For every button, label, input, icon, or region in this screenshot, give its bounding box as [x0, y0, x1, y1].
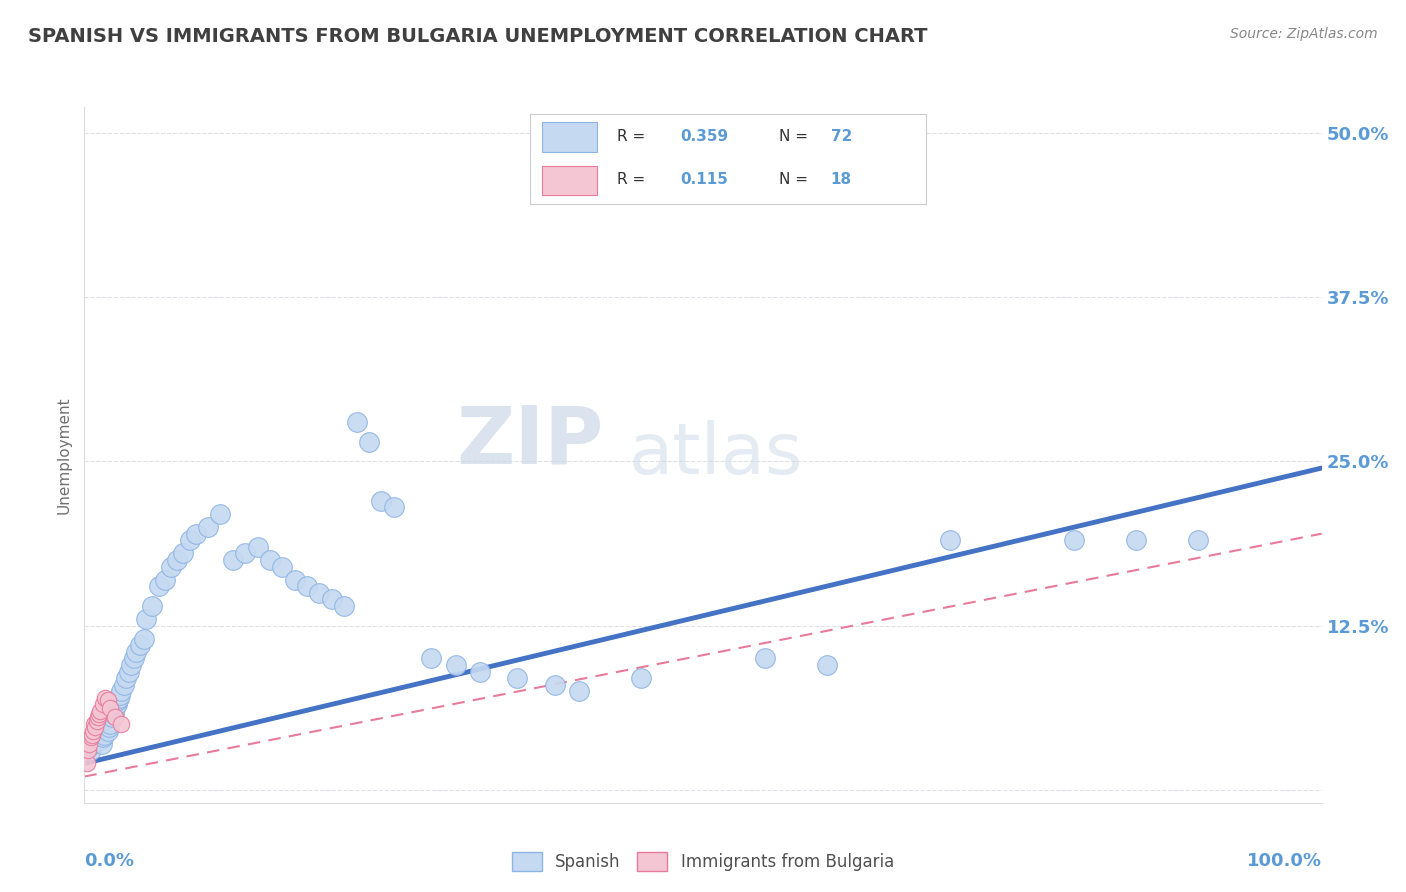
Point [79, 743, 101, 757]
Point [160, 559, 183, 574]
Point [419, 651, 441, 665]
Point [259, 553, 281, 567]
Point [1063, 533, 1085, 548]
Point [89, 732, 111, 747]
Point [79, 730, 101, 744]
Text: Source: ZipAtlas.com: Source: ZipAtlas.com [1230, 27, 1378, 41]
Point [108, 690, 131, 705]
Point [346, 415, 368, 429]
Point [104, 701, 127, 715]
Point [98, 701, 121, 715]
Point [125, 645, 148, 659]
Point [179, 533, 201, 548]
Point [295, 579, 318, 593]
Point [246, 540, 269, 554]
Point [87, 723, 110, 738]
Point [370, 494, 392, 508]
Point [197, 520, 219, 534]
Point [630, 671, 652, 685]
Point [96, 717, 118, 731]
Legend: Spanish, Immigrants from Bulgaria: Spanish, Immigrants from Bulgaria [505, 846, 901, 878]
Point [79, 737, 101, 751]
Point [357, 434, 380, 449]
Point [97, 723, 120, 738]
Point [284, 573, 307, 587]
Point [83, 730, 105, 744]
Point [94, 690, 117, 705]
Point [166, 553, 188, 567]
Point [233, 546, 256, 560]
Point [110, 717, 132, 731]
Point [87, 710, 110, 724]
Point [84, 720, 107, 734]
Point [135, 612, 157, 626]
Point [271, 559, 294, 574]
Point [184, 526, 207, 541]
Text: atlas: atlas [628, 420, 803, 490]
Point [692, 166, 714, 180]
Point [118, 665, 141, 679]
Point [76, 756, 98, 771]
Point [98, 720, 121, 734]
Point [93, 727, 115, 741]
Point [939, 533, 962, 548]
Point [1187, 533, 1209, 548]
Text: 100.0%: 100.0% [1247, 852, 1322, 870]
Point [470, 665, 492, 679]
Point [91, 730, 114, 744]
Point [86, 727, 108, 741]
Point [382, 500, 405, 515]
Point [89, 730, 111, 744]
Point [89, 706, 111, 721]
Point [105, 698, 128, 712]
Point [308, 586, 330, 600]
Point [82, 723, 104, 738]
Point [98, 717, 121, 731]
Point [97, 693, 120, 707]
Point [83, 717, 105, 731]
Point [444, 657, 467, 672]
Point [91, 698, 114, 712]
Text: SPANISH VS IMMIGRANTS FROM BULGARIA UNEMPLOYMENT CORRELATION CHART: SPANISH VS IMMIGRANTS FROM BULGARIA UNEM… [28, 27, 928, 45]
Point [129, 638, 152, 652]
Point [141, 599, 163, 613]
Point [80, 727, 103, 741]
Point [815, 657, 838, 672]
Point [110, 688, 132, 702]
Point [82, 737, 104, 751]
Point [103, 706, 125, 721]
Point [333, 599, 356, 613]
Point [104, 710, 127, 724]
Point [122, 651, 145, 665]
Point [115, 671, 138, 685]
Point [1125, 533, 1147, 548]
Point [86, 714, 108, 729]
Point [148, 579, 170, 593]
Point [172, 546, 194, 560]
Point [101, 704, 124, 718]
Y-axis label: Unemployment: Unemployment [56, 396, 72, 514]
Text: ZIP: ZIP [457, 402, 605, 480]
Point [89, 704, 111, 718]
Point [100, 710, 122, 724]
Point [110, 684, 132, 698]
Point [77, 743, 100, 757]
Point [94, 720, 117, 734]
Text: 0.0%: 0.0% [84, 852, 135, 870]
Point [153, 573, 176, 587]
Point [107, 693, 129, 707]
Point [90, 737, 112, 751]
Point [84, 732, 107, 747]
Point [321, 592, 343, 607]
Point [112, 678, 135, 692]
Point [132, 632, 155, 646]
Point [506, 671, 529, 685]
Point [543, 678, 565, 692]
Point [120, 657, 142, 672]
Point [209, 507, 232, 521]
Point [222, 553, 245, 567]
Point [754, 651, 776, 665]
Point [568, 684, 591, 698]
